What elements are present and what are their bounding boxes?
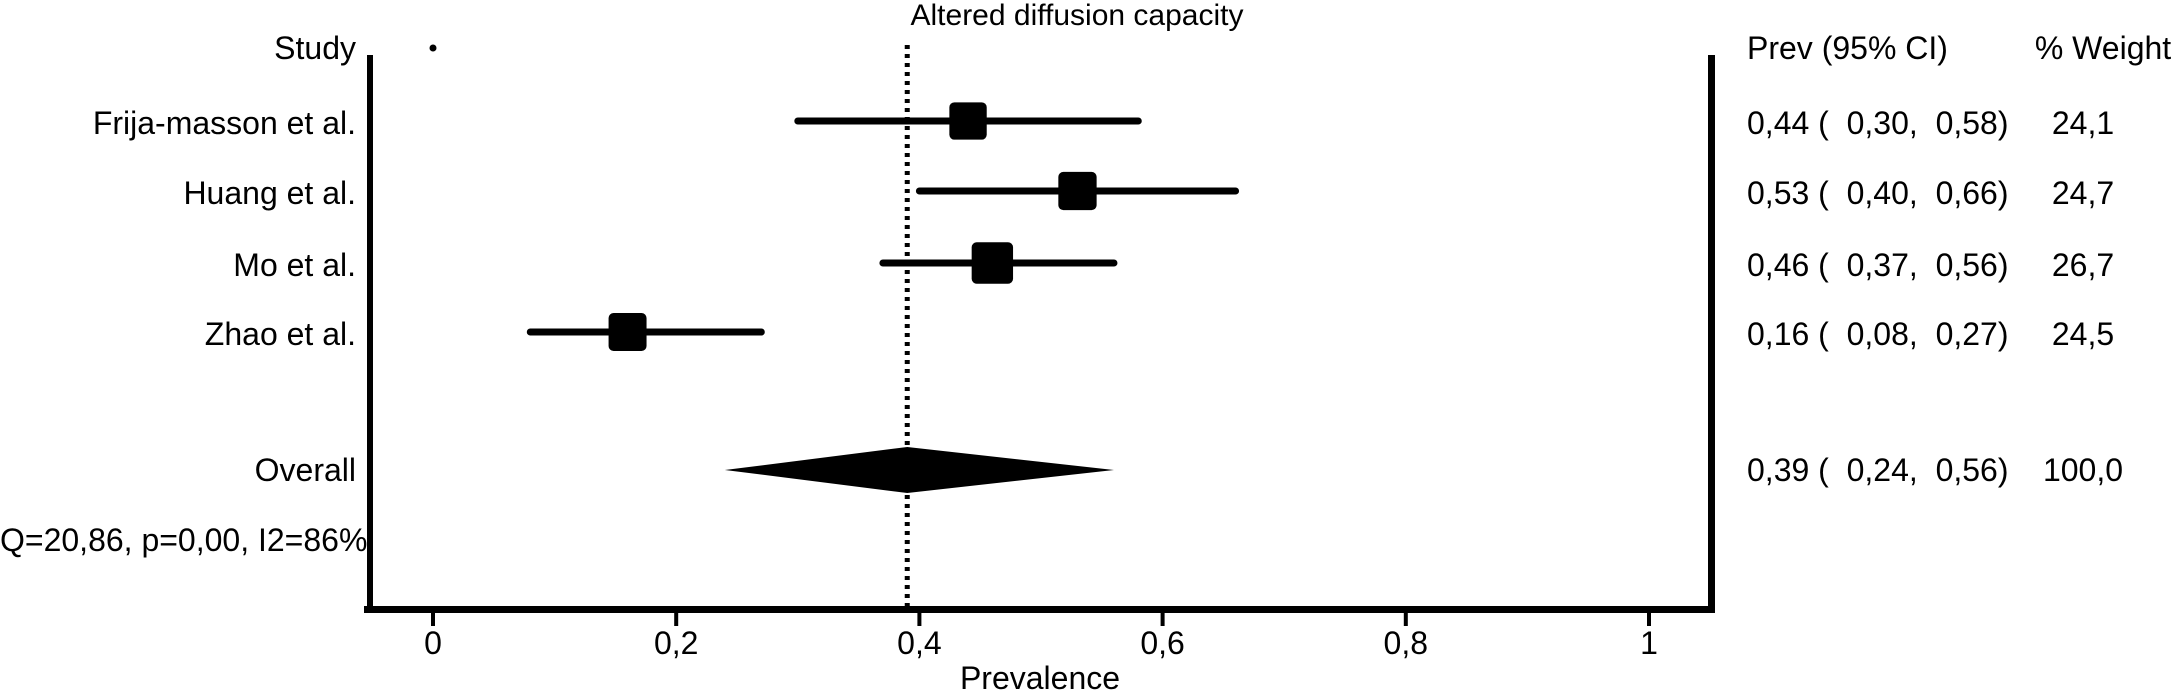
frame-left-line bbox=[367, 55, 373, 606]
x-tick-label: 1 bbox=[1640, 625, 1658, 661]
prev-ci-value: 0,44 ( 0,30, 0,58) bbox=[1747, 105, 2009, 141]
frame-right-line bbox=[1708, 55, 1715, 606]
x-tick-label: 0,6 bbox=[1140, 625, 1185, 661]
study-label: Frija-masson et al. bbox=[92, 105, 356, 141]
prev-ci-value: 0,53 ( 0,40, 0,66) bbox=[1747, 175, 2009, 211]
effect-square bbox=[1058, 171, 1097, 211]
x-axis-line bbox=[364, 606, 1715, 613]
x-axis-title: Prevalence bbox=[959, 660, 1121, 696]
x-tick-label: 0,2 bbox=[653, 625, 699, 661]
weight-value: 24,7 bbox=[2051, 175, 2115, 211]
x-tick-label: 0 bbox=[424, 625, 442, 661]
prev-ci-value: 0,46 ( 0,37, 0,56) bbox=[1747, 247, 2009, 283]
overall-diamond bbox=[724, 447, 1114, 493]
overall-weight-value: 100,0 bbox=[2042, 452, 2124, 488]
x-tick-mark bbox=[917, 613, 922, 626]
effect-square bbox=[608, 313, 647, 351]
prev-ci-column-header: Prev (95% CI) bbox=[1747, 30, 1948, 66]
effect-square bbox=[949, 102, 987, 140]
x-tick-mark bbox=[674, 613, 679, 626]
x-tick-label: 0,8 bbox=[1383, 625, 1429, 661]
overall-label: Overall bbox=[254, 452, 356, 488]
weight-column-header: % Weight bbox=[2034, 30, 2172, 66]
header-row-dot bbox=[429, 44, 437, 52]
study-label: Zhao et al. bbox=[204, 316, 356, 352]
study-column-header: Study bbox=[274, 30, 356, 66]
weight-value: 24,5 bbox=[2051, 316, 2115, 352]
prev-ci-value: 0,16 ( 0,08, 0,27) bbox=[1747, 316, 2009, 352]
weight-value: 24,1 bbox=[2051, 105, 2115, 141]
heterogeneity-stats: Q=20,86, p=0,00, I2=86% bbox=[0, 522, 368, 558]
x-tick-mark bbox=[1647, 613, 1651, 626]
x-tick-mark bbox=[431, 613, 435, 626]
weight-value: 26,7 bbox=[2051, 247, 2115, 283]
x-tick-mark bbox=[1160, 613, 1165, 626]
x-tick-mark bbox=[1403, 613, 1408, 626]
study-label: Huang et al. bbox=[183, 175, 356, 211]
x-tick-label: 0,4 bbox=[897, 625, 942, 661]
overall-prev-value: 0,39 ( 0,24, 0,56) bbox=[1747, 452, 2009, 488]
chart-title: Altered diffusion capacity bbox=[910, 0, 1244, 32]
effect-square bbox=[971, 242, 1014, 284]
study-label: Mo et al. bbox=[233, 247, 356, 283]
